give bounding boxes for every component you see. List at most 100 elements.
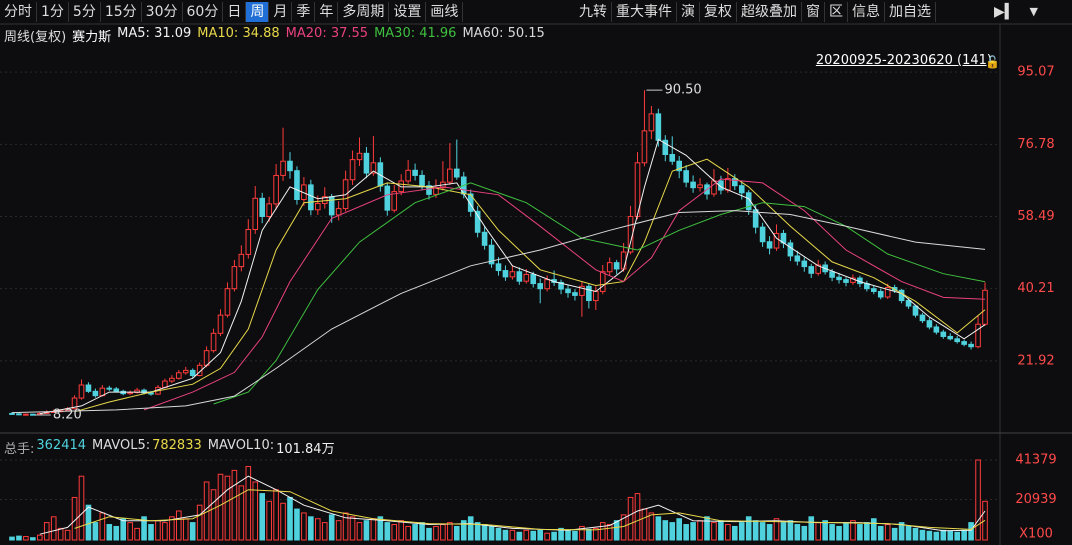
candle-body xyxy=(377,162,384,187)
toolbar-button[interactable]: 季 xyxy=(292,1,316,22)
candle-body xyxy=(169,377,175,382)
volume-legend: 总手: 362414 MAVOL5: 782833 MAVOL10: 101.84万 xyxy=(4,438,335,457)
toolbar-button[interactable]: 周 xyxy=(246,1,270,22)
legend-label: MAVOL5: xyxy=(92,438,151,453)
toolbar-button[interactable]: 演 xyxy=(677,1,700,22)
volume-bar xyxy=(57,527,64,541)
toolbar-button[interactable]: 复权 xyxy=(700,1,737,22)
y-tick-label: 58.49 xyxy=(1017,209,1054,224)
candle-body xyxy=(92,390,99,397)
candle-body xyxy=(877,290,884,298)
lock-icon[interactable]: 🔓 xyxy=(985,55,1000,69)
volume-bar xyxy=(933,531,940,541)
volume-bar xyxy=(669,522,676,541)
volume-bar xyxy=(252,481,259,541)
volume-bar xyxy=(356,522,363,541)
toolbar-button[interactable]: 窗 xyxy=(802,1,825,22)
candle-body xyxy=(579,285,585,296)
volume-bar xyxy=(64,529,71,541)
volume-bar xyxy=(516,531,523,541)
candle-body xyxy=(759,226,766,243)
volume-bar xyxy=(189,522,196,541)
volume-bar xyxy=(37,534,43,541)
volume-bar xyxy=(780,522,787,541)
volume-bar xyxy=(280,502,286,541)
volume-bar xyxy=(301,512,307,541)
candle-body xyxy=(613,262,620,270)
volume-bar xyxy=(662,520,669,541)
legend-entry: MA20: 37.55 xyxy=(285,26,369,41)
volume-bar xyxy=(523,529,530,541)
toolbar-icons: ▶▍ ▼ xyxy=(990,0,1042,23)
volume-bar xyxy=(926,530,933,541)
candle-body xyxy=(891,287,898,291)
candle-body xyxy=(773,232,780,249)
volume-bar xyxy=(905,525,912,541)
candle-body xyxy=(16,413,22,416)
dropdown-icon[interactable]: ▼ xyxy=(1029,4,1039,18)
volume-bar xyxy=(182,518,189,541)
toolbar-button[interactable]: 多周期 xyxy=(338,1,390,22)
volume-bar xyxy=(961,529,967,541)
candle-body xyxy=(509,271,516,278)
toolbar-button[interactable]: 加自选 xyxy=(885,1,936,22)
toolbar-button[interactable]: 信息 xyxy=(848,1,885,22)
toolbar-button[interactable]: 1分 xyxy=(37,1,69,22)
volume-bar xyxy=(141,516,147,541)
volume-bar xyxy=(836,525,842,541)
candle-body xyxy=(669,154,676,162)
candle-body xyxy=(210,332,217,352)
volume-bar xyxy=(641,508,648,541)
volume-bar xyxy=(871,518,877,541)
candle-body xyxy=(162,380,168,388)
range-label[interactable]: 20200925-20230620 (141) xyxy=(816,53,992,68)
toolbar-button[interactable]: 区 xyxy=(825,1,848,22)
volume-bar xyxy=(864,522,870,541)
sidebar-icon[interactable]: ▶▍ xyxy=(994,3,1016,20)
toolbar-button[interactable]: 60分 xyxy=(183,1,224,22)
toolbar-button[interactable]: 重大事件 xyxy=(612,1,677,22)
candle-body xyxy=(516,271,523,282)
candle-body xyxy=(718,180,724,191)
toolbar-button[interactable]: 月 xyxy=(269,1,293,22)
candle-body xyxy=(141,389,147,394)
candle-body xyxy=(752,209,759,228)
toolbar-button[interactable]: 15分 xyxy=(101,1,142,22)
volume-bar xyxy=(787,520,794,541)
toolbar-button[interactable]: 设置 xyxy=(389,1,427,22)
volume-bar xyxy=(120,518,127,541)
toolbar-button[interactable]: 5分 xyxy=(69,1,101,22)
volume-bar xyxy=(148,524,154,541)
toolbar-button[interactable]: 九转 xyxy=(575,1,612,22)
candle-body xyxy=(884,287,891,298)
toolbar-button[interactable]: 年 xyxy=(315,1,339,22)
volume-bar xyxy=(676,518,683,541)
candle-body xyxy=(544,279,550,290)
toolbar-button[interactable]: 30分 xyxy=(142,1,183,22)
ma-line xyxy=(74,158,986,413)
toolbar-button[interactable]: 分时 xyxy=(0,1,37,22)
toolbar-button[interactable]: 超级叠加 xyxy=(737,1,802,22)
candle-body xyxy=(676,160,683,172)
volume-bar xyxy=(683,524,689,541)
volume-bar xyxy=(16,535,22,541)
ma-line xyxy=(143,178,986,411)
candle-body xyxy=(558,281,564,290)
volume-bar xyxy=(266,500,272,541)
candle-body xyxy=(606,262,613,273)
toolbar-button[interactable]: 画线 xyxy=(426,1,464,22)
volume-bar xyxy=(127,522,133,541)
candle-body xyxy=(259,197,265,217)
candle-body xyxy=(690,181,696,189)
volume-bar xyxy=(349,516,356,541)
candle-body xyxy=(315,202,321,211)
volume-bar xyxy=(711,522,717,541)
candle-body xyxy=(308,184,314,211)
volume-bar xyxy=(551,531,557,541)
candle-body xyxy=(245,229,252,255)
volume-bar xyxy=(877,525,884,541)
volume-bar xyxy=(565,529,571,541)
volume-bar xyxy=(238,485,245,541)
toolbar-button[interactable]: 日 xyxy=(223,1,247,22)
